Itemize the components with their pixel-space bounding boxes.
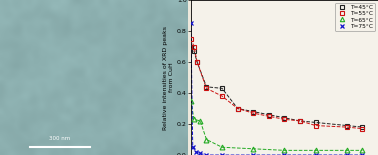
T=65°C [251,148,256,150]
T=45°C [195,61,199,63]
Y-axis label: Relative intensities of XRD peaks
from CuH: Relative intensities of XRD peaks from C… [163,26,174,129]
T=65°C [220,146,224,148]
Line: T=45°C: T=45°C [189,44,364,129]
T=75°C [204,154,209,155]
T=45°C [313,122,318,123]
Line: T=65°C: T=65°C [189,98,365,153]
T=55°C [204,87,209,89]
T=45°C [192,50,196,52]
T=45°C [220,87,224,89]
T=55°C [266,115,271,117]
T=45°C [344,125,349,126]
T=75°C [220,154,224,155]
T=55°C [195,61,199,63]
T=75°C [198,153,203,154]
Line: T=55°C: T=55°C [189,37,364,131]
T=55°C [360,128,365,130]
T=55°C [313,125,318,126]
T=45°C [266,114,271,116]
T=75°C [189,22,193,24]
T=65°C [189,100,193,102]
T=75°C [282,154,287,155]
T=45°C [282,117,287,119]
T=45°C [235,108,240,109]
T=55°C [192,46,196,47]
T=65°C [360,149,365,151]
T=55°C [298,120,302,122]
T=65°C [282,149,287,151]
T=55°C [282,118,287,120]
T=55°C [235,108,240,109]
T=75°C [251,154,256,155]
T=65°C [344,149,349,151]
Legend: T=45°C, T=55°C, T=65°C, T=75°C: T=45°C, T=55°C, T=65°C, T=75°C [335,3,375,31]
T=65°C [192,118,196,120]
T=75°C [191,146,195,148]
T=45°C [360,126,365,128]
T=45°C [204,86,209,88]
T=65°C [204,139,209,140]
T=75°C [360,154,365,155]
T=55°C [220,95,224,97]
T=45°C [298,120,302,122]
T=45°C [251,111,256,113]
T=65°C [198,120,203,122]
T=75°C [344,154,349,155]
T=45°C [189,46,193,47]
T=55°C [251,112,256,114]
T=55°C [189,38,193,40]
Text: 300 nm: 300 nm [49,136,70,141]
T=55°C [344,126,349,128]
Line: T=75°C: T=75°C [189,21,365,155]
T=75°C [194,151,198,153]
T=75°C [313,154,318,155]
T=65°C [313,149,318,151]
